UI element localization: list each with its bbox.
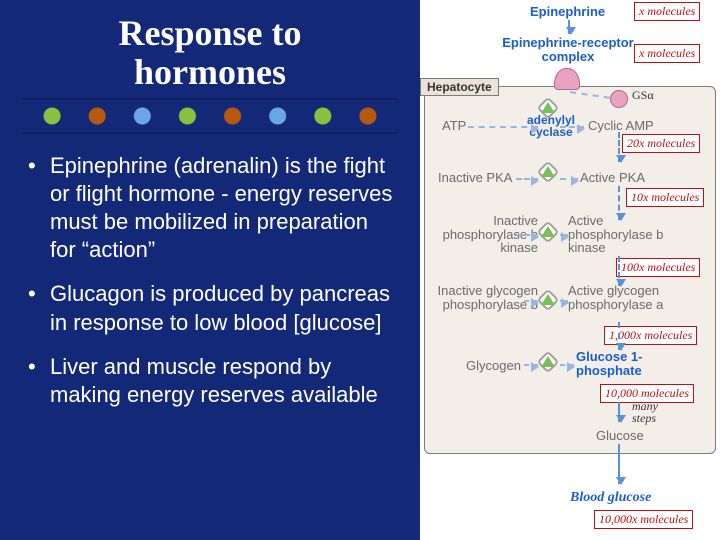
dash-arrow-icon	[560, 300, 568, 302]
label-blood-glucose: Blood glucose	[570, 490, 651, 506]
dash-arrow-icon	[524, 364, 538, 366]
bullet-list: Epinephrine (adrenalin) is the fight or …	[22, 152, 398, 409]
cascade-diagram: Epinephrine x molecules Epinephrine-rece…	[420, 0, 720, 540]
g-protein-icon	[610, 90, 628, 108]
title-line-2: hormones	[134, 52, 286, 92]
receptor-icon	[554, 68, 580, 90]
label-many-steps-text: many steps	[632, 400, 672, 424]
label-g1p-text: Glucose 1-phosphate	[576, 350, 658, 377]
label-active-pka: Active PKA	[580, 170, 645, 185]
bullet-item: Glucagon is produced by pancreas in resp…	[22, 280, 398, 336]
enzyme-tri-icon	[541, 226, 555, 237]
dash-arrow-icon	[560, 364, 574, 366]
arrow-down-icon	[618, 322, 620, 350]
label-glucose: Glucose	[596, 428, 644, 443]
label-inactive-gp: Inactive glycogen phosphorylase b	[426, 284, 538, 311]
label-epinephrine: Epinephrine	[530, 4, 605, 19]
label-atp: ATP	[442, 118, 466, 133]
label-camp: Cyclic AMP	[588, 118, 654, 133]
arrow-down-icon	[618, 402, 620, 422]
label-gs: GSα	[632, 88, 654, 103]
enzyme-tri-icon	[541, 294, 555, 305]
mols-camp: 20x molecules	[622, 134, 700, 153]
dash-arrow-icon	[560, 178, 578, 180]
enzyme-tri-icon	[541, 102, 555, 113]
arrow-down-icon	[618, 186, 620, 220]
dash-arrow-icon	[516, 178, 538, 180]
mols-receptor: x molecules	[634, 44, 700, 63]
label-active-gp-text: Active glycogen phosphorylase a	[568, 284, 684, 311]
mols-pbk: 100x molecules	[616, 258, 700, 277]
dash-arrow-icon	[468, 126, 538, 128]
mols-blood-glucose: 10,000x molecules	[594, 510, 693, 529]
label-receptor-complex-text: Epinephrine-receptor complex	[498, 36, 638, 63]
bullet-item: Epinephrine (adrenalin) is the fight or …	[22, 152, 398, 265]
label-active-pbk-text: Active phosphorylase b kinase	[568, 214, 684, 255]
arrow-down-icon	[568, 20, 570, 34]
label-active-pbk: Active phosphorylase b kinase	[568, 214, 684, 255]
arrow-down-icon	[618, 132, 620, 162]
decorative-helix-icon	[22, 98, 398, 134]
arrow-down-icon	[618, 256, 620, 286]
dash-arrow-icon	[516, 234, 538, 236]
enzyme-tri-icon	[541, 356, 555, 367]
slide-title: Response to hormones	[22, 14, 398, 92]
title-line-1: Response to	[118, 13, 301, 53]
label-g1p: Glucose 1-phosphate	[576, 350, 658, 377]
mols-pka: 10x molecules	[626, 188, 704, 207]
label-glycogen: Glycogen	[466, 358, 521, 373]
label-receptor-complex: Epinephrine-receptor complex	[498, 36, 638, 63]
dash-arrow-icon	[560, 234, 568, 236]
hepatocyte-label: Hepatocyte	[420, 78, 499, 96]
enzyme-tri-icon	[541, 166, 555, 177]
slide-left-panel: Response to hormones Epinephrine (adrena…	[0, 0, 420, 540]
dash-arrow-icon	[560, 126, 584, 128]
arrow-down-icon	[618, 444, 620, 484]
dash-arrow-icon	[524, 300, 538, 302]
label-inactive-gp-text: Inactive glycogen phosphorylase b	[426, 284, 538, 311]
bullet-item: Liver and muscle respond by making energ…	[22, 353, 398, 409]
label-active-gp: Active glycogen phosphorylase a	[568, 284, 684, 311]
label-inactive-pka: Inactive PKA	[438, 170, 512, 185]
label-many-steps: many steps	[632, 400, 672, 424]
mols-epinephrine: x molecules	[634, 2, 700, 21]
